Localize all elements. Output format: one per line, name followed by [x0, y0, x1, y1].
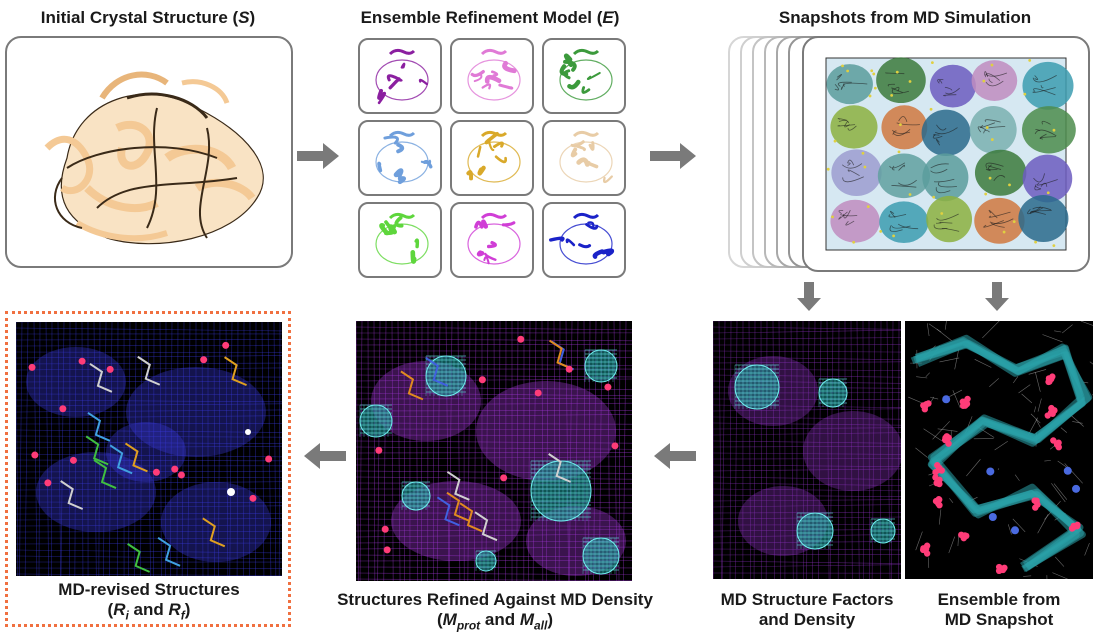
snapshot-stack [720, 36, 1092, 272]
md-density-panel [713, 321, 901, 579]
snapshots-title: Snapshots from MD Simulation [720, 8, 1090, 28]
initial-structure-panel [5, 36, 293, 268]
ensemble-tile-7 [358, 202, 442, 278]
ensemble-tile-6 [542, 120, 626, 196]
md-ensemble-label: Ensemble from MD Snapshot [900, 590, 1098, 630]
ensemble-tile-5 [450, 120, 534, 196]
ensemble-model-title: Ensemble Refinement Model (E) [340, 8, 640, 28]
revised-label: MD-revised Structures (Ri and Rf) [8, 580, 290, 625]
snapshot-frame-front [802, 36, 1090, 272]
arrow-down-1 [796, 282, 822, 312]
ensemble-tile-2 [450, 38, 534, 114]
revised-density-panel [16, 322, 282, 576]
md-factors-label: MD Structure Factors and Density [706, 590, 908, 630]
ensemble-grid [358, 38, 628, 278]
ensemble-tile-8 [450, 202, 534, 278]
md-box-image [804, 38, 1088, 270]
refined-density-panel [356, 321, 632, 581]
arrow-left-1 [652, 442, 696, 470]
refined-label: Structures Refined Against MD Density (M… [320, 590, 670, 635]
ensemble-tile-4 [358, 120, 442, 196]
protein-cartoon-image [7, 38, 291, 266]
arrow-down-2 [984, 282, 1010, 312]
ensemble-tile-1 [358, 38, 442, 114]
ensemble-tile-9 [542, 202, 626, 278]
arrow-left-2 [302, 442, 346, 470]
md-ensemble-panel [905, 321, 1093, 579]
ensemble-tile-3 [542, 38, 626, 114]
arrow-right-1 [297, 142, 341, 170]
initial-structure-title: Initial Crystal Structure (S) [8, 8, 288, 28]
arrow-right-2 [650, 142, 698, 170]
